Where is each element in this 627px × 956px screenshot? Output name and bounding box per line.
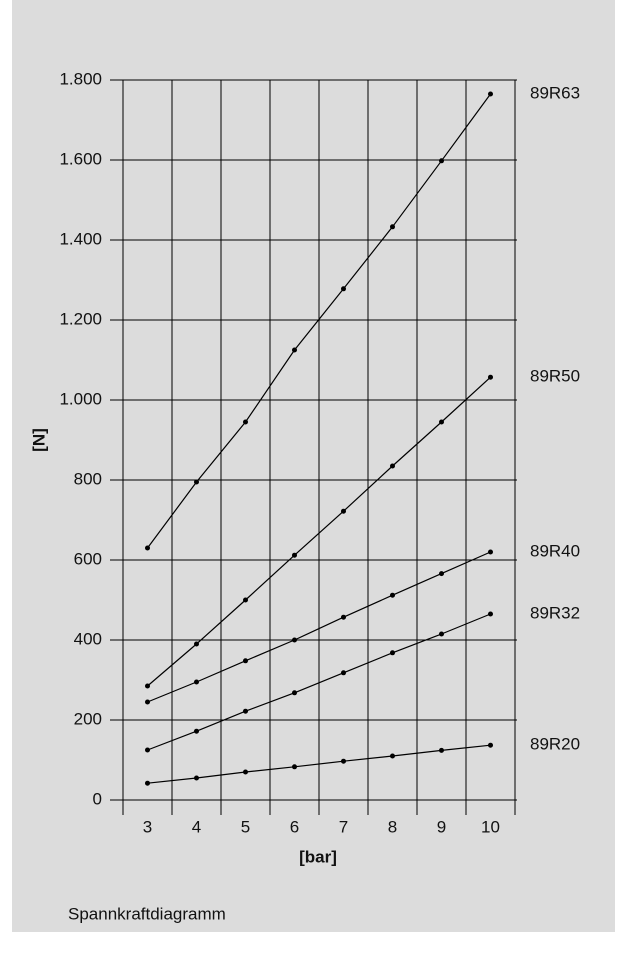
x-tick-label: 3 bbox=[143, 817, 152, 836]
data-point bbox=[439, 419, 444, 425]
data-point bbox=[341, 670, 346, 676]
data-point bbox=[292, 552, 297, 558]
data-point bbox=[341, 286, 346, 292]
data-point bbox=[194, 479, 199, 485]
series-line bbox=[147, 376, 491, 687]
data-point bbox=[488, 374, 493, 380]
y-tick-label: 600 bbox=[74, 549, 102, 568]
data-point bbox=[439, 571, 444, 577]
data-point bbox=[292, 690, 297, 696]
series-line bbox=[147, 93, 491, 549]
y-tick-label: 800 bbox=[74, 469, 102, 488]
data-point bbox=[341, 508, 346, 514]
x-tick-label: 6 bbox=[290, 817, 299, 836]
data-point bbox=[488, 91, 493, 97]
x-tick-label: 10 bbox=[481, 817, 500, 836]
y-tick-label: 1.000 bbox=[59, 389, 102, 408]
data-point bbox=[145, 683, 150, 689]
data-point bbox=[390, 224, 395, 230]
data-point bbox=[292, 347, 297, 353]
data-point bbox=[439, 158, 444, 164]
x-tick-label: 7 bbox=[339, 817, 348, 836]
data-point bbox=[145, 545, 150, 551]
data-point bbox=[341, 614, 346, 620]
data-point bbox=[390, 592, 395, 598]
series-label: 89R32 bbox=[530, 603, 580, 622]
data-point bbox=[243, 658, 248, 664]
series-label: 89R40 bbox=[530, 541, 580, 560]
panel bbox=[12, 0, 615, 932]
data-point bbox=[194, 728, 199, 734]
data-point bbox=[243, 597, 248, 603]
y-axis-label: [N] bbox=[29, 428, 48, 452]
data-point bbox=[390, 753, 395, 759]
caption: Spannkraftdiagramm bbox=[68, 904, 226, 923]
data-point bbox=[292, 637, 297, 643]
data-point bbox=[439, 631, 444, 637]
y-tick-label: 1.400 bbox=[59, 229, 102, 248]
data-point bbox=[488, 611, 493, 617]
y-tick-label: 400 bbox=[74, 629, 102, 648]
data-point bbox=[243, 708, 248, 714]
data-point bbox=[194, 641, 199, 647]
series-line bbox=[147, 613, 491, 751]
data-point bbox=[145, 699, 150, 705]
data-point bbox=[292, 764, 297, 770]
data-point bbox=[390, 650, 395, 656]
x-tick-label: 5 bbox=[241, 817, 250, 836]
data-point bbox=[390, 463, 395, 469]
data-point bbox=[194, 775, 199, 781]
data-point bbox=[194, 679, 199, 685]
data-point bbox=[488, 742, 493, 748]
series-label: 89R50 bbox=[530, 367, 580, 386]
series-line bbox=[147, 551, 491, 703]
x-axis-label: [bar] bbox=[299, 847, 337, 866]
y-tick-label: 1.200 bbox=[59, 309, 102, 328]
y-tick-label: 1.800 bbox=[59, 69, 102, 88]
data-point bbox=[243, 769, 248, 775]
data-point bbox=[488, 549, 493, 555]
series-label: 89R20 bbox=[530, 735, 580, 754]
x-tick-label: 4 bbox=[192, 817, 201, 836]
data-point bbox=[341, 758, 346, 764]
data-point bbox=[145, 747, 150, 753]
series-line bbox=[147, 744, 491, 784]
x-tick-label: 9 bbox=[437, 817, 446, 836]
series-label: 89R63 bbox=[530, 83, 580, 102]
data-point bbox=[145, 780, 150, 786]
y-tick-label: 1.600 bbox=[59, 149, 102, 168]
data-point bbox=[439, 747, 444, 753]
x-tick-label: 8 bbox=[388, 817, 397, 836]
y-tick-label: 0 bbox=[93, 789, 102, 808]
data-point bbox=[243, 419, 248, 425]
y-tick-label: 200 bbox=[74, 709, 102, 728]
